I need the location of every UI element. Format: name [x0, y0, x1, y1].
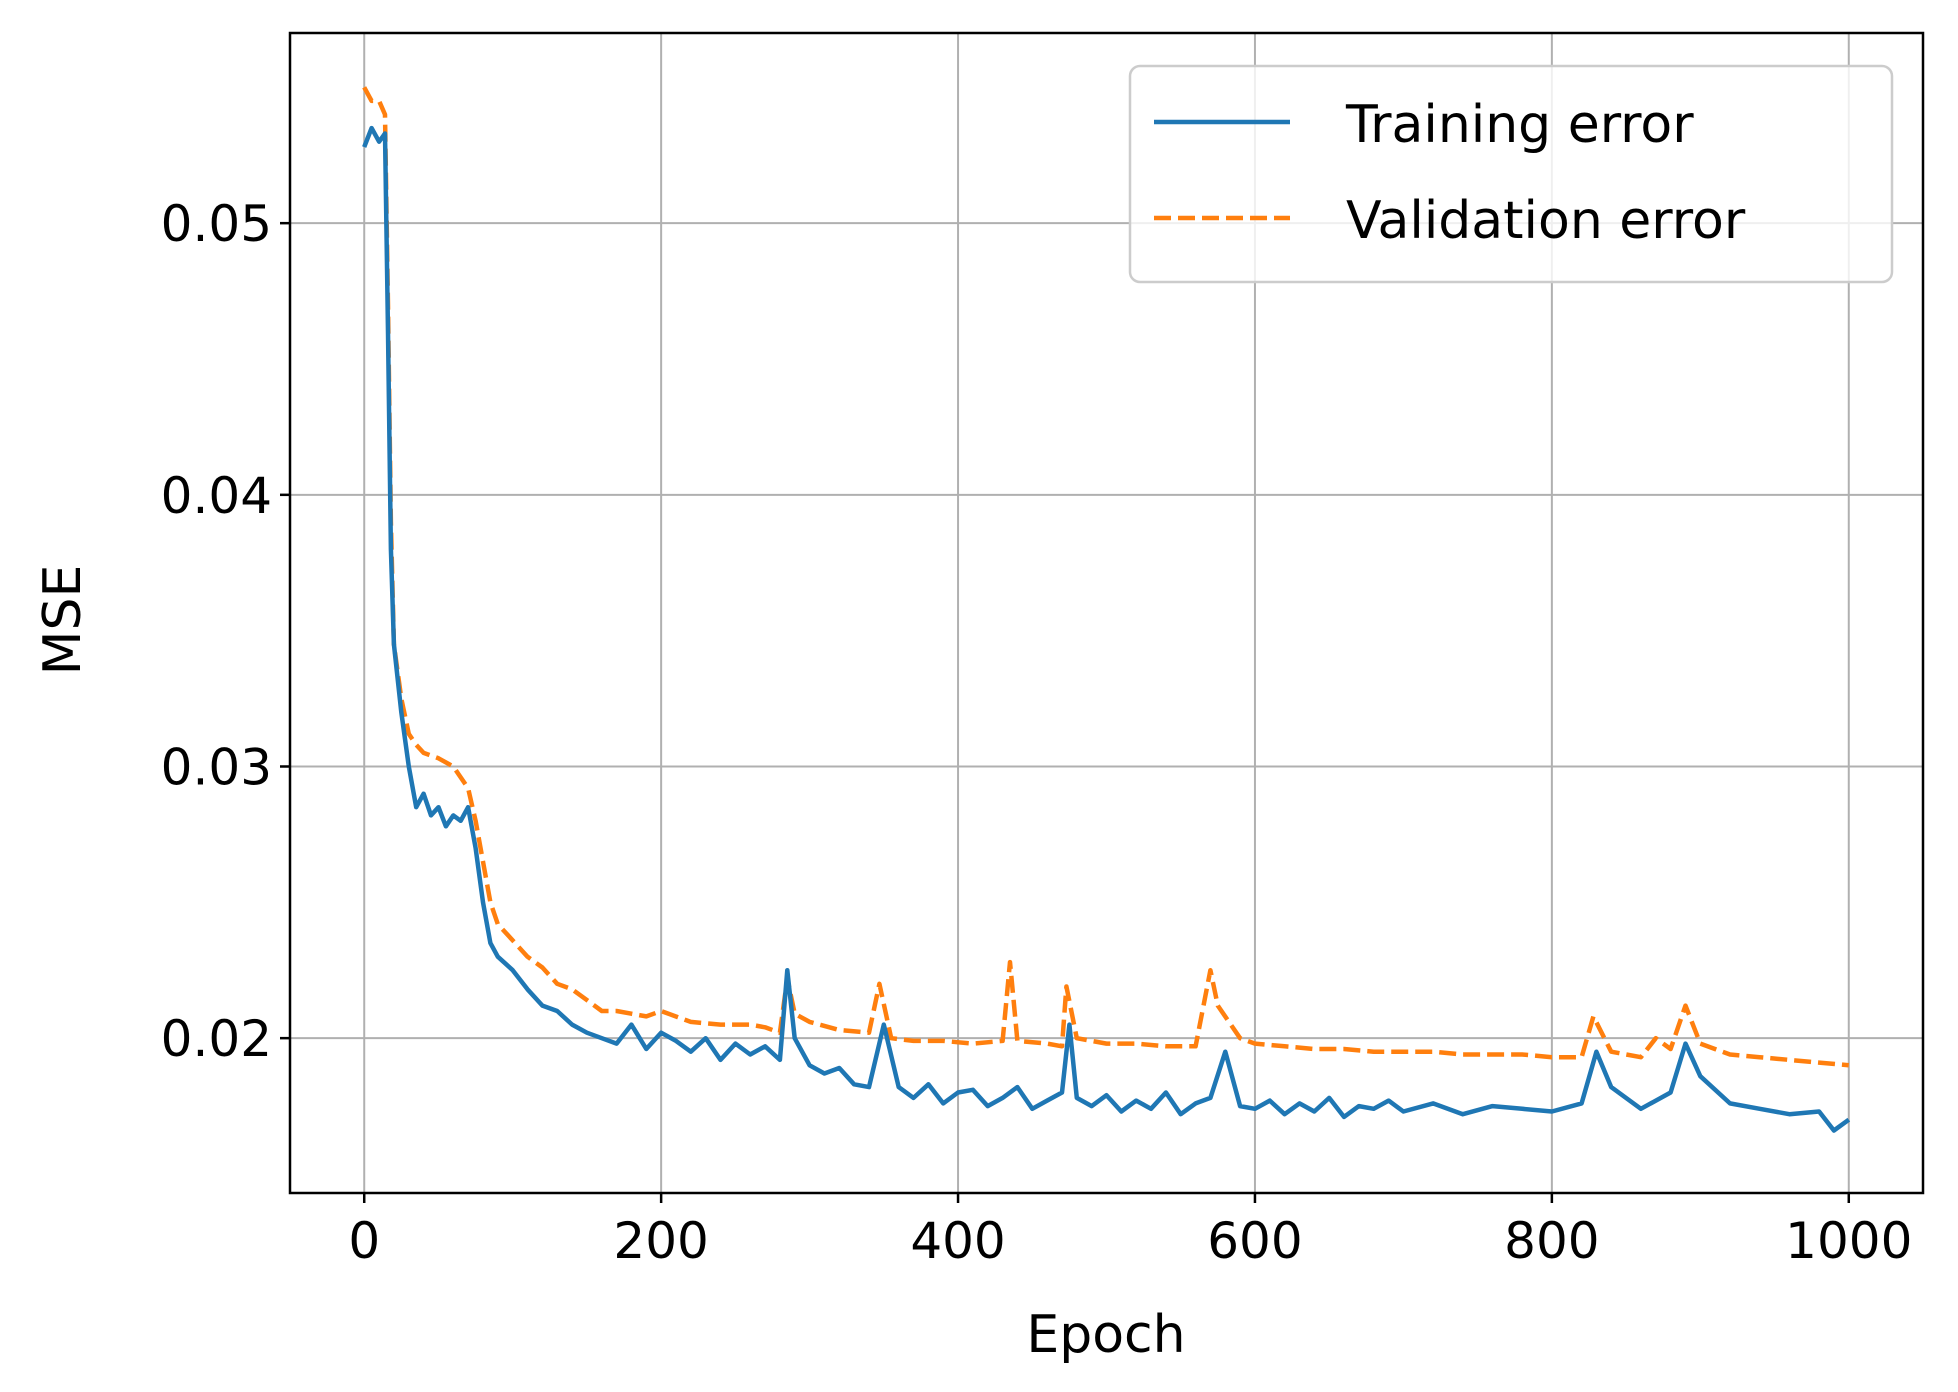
y-axis-label: MSE — [33, 565, 93, 676]
legend-validation-label: Validation error — [1346, 191, 1746, 251]
x-tick-label: 400 — [910, 1212, 1005, 1270]
legend-training-label: Training error — [1345, 95, 1694, 155]
y-tick-label: 0.03 — [161, 738, 272, 796]
legend-box — [1128, 64, 1894, 284]
validation-error-line — [362, 86, 1850, 1068]
x-axis-label: Epoch — [1026, 1305, 1185, 1365]
series-layer — [362, 86, 1851, 1133]
x-tick-label: 600 — [1207, 1212, 1302, 1270]
x-tick-label: 200 — [613, 1212, 708, 1270]
y-tick-label: 0.02 — [161, 1010, 272, 1068]
axes-frame — [288, 31, 1925, 1195]
x-tick-label: 1000 — [1785, 1212, 1912, 1270]
x-tick-label: 0 — [348, 1212, 380, 1270]
y-tick-label: 0.04 — [161, 467, 272, 525]
training-error-line — [362, 125, 1851, 1133]
ticks: 0 200 400 600 800 1000 0.02 0.03 0.04 0.05 — [161, 195, 1913, 1270]
legend: Training error Validation error — [1128, 64, 1894, 284]
y-tick-label: 0.05 — [161, 195, 272, 253]
x-tick-label: 800 — [1504, 1212, 1599, 1270]
